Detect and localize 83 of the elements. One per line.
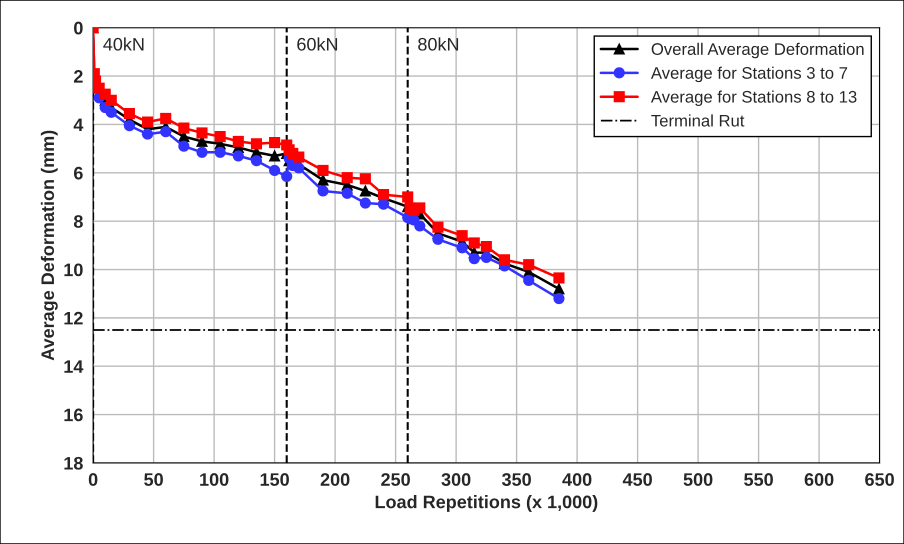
point bbox=[269, 137, 280, 148]
point bbox=[124, 108, 135, 120]
x-tick-label: 200 bbox=[320, 473, 350, 486]
point bbox=[196, 127, 208, 138]
point bbox=[553, 272, 565, 284]
point bbox=[142, 128, 154, 140]
point bbox=[432, 234, 444, 245]
x-tick-label: 150 bbox=[260, 473, 289, 486]
ref-line-label: 60kN bbox=[297, 37, 338, 51]
point bbox=[342, 172, 353, 184]
point bbox=[414, 220, 426, 232]
point bbox=[293, 162, 304, 174]
point bbox=[360, 185, 371, 196]
y-tick-label: 0 bbox=[74, 22, 83, 34]
point bbox=[480, 240, 492, 252]
point bbox=[178, 140, 190, 152]
point bbox=[196, 146, 208, 158]
ref-line-label: 80kN bbox=[418, 37, 458, 51]
x-tick-label: 50 bbox=[144, 473, 163, 486]
x-tick-label: 400 bbox=[562, 473, 592, 486]
point bbox=[250, 155, 262, 166]
point bbox=[480, 252, 492, 263]
point bbox=[378, 198, 390, 210]
y-tick-label: 8 bbox=[74, 215, 83, 228]
point bbox=[414, 202, 426, 214]
x-tick-label: 450 bbox=[622, 473, 652, 486]
legend-label: Terminal Rut bbox=[651, 114, 744, 127]
y-tick-label: 2 bbox=[74, 70, 83, 83]
point bbox=[214, 146, 226, 158]
y-tick-label: 14 bbox=[64, 360, 84, 373]
point bbox=[250, 138, 262, 150]
point bbox=[360, 173, 371, 184]
point bbox=[124, 120, 135, 132]
y-axis-title: Average Deformation (mm) bbox=[40, 130, 58, 360]
point bbox=[456, 230, 468, 242]
point bbox=[498, 254, 510, 266]
point bbox=[317, 185, 329, 196]
point bbox=[293, 152, 304, 163]
point bbox=[360, 197, 371, 209]
point bbox=[281, 170, 292, 182]
point bbox=[523, 259, 534, 270]
point bbox=[523, 274, 534, 286]
y-tick-label: 18 bbox=[64, 456, 83, 470]
x-tick-label: 550 bbox=[744, 473, 773, 486]
x-axis-title: Load Repetitions (x 1,000) bbox=[376, 495, 598, 512]
point bbox=[232, 136, 244, 147]
point bbox=[232, 150, 244, 162]
x-tick-label: 350 bbox=[502, 473, 531, 486]
point bbox=[432, 222, 444, 233]
point bbox=[317, 174, 329, 186]
point bbox=[468, 253, 480, 264]
x-tick-label: 0 bbox=[88, 473, 98, 486]
y-tick-label: 12 bbox=[64, 312, 83, 324]
y-tick-label: 16 bbox=[64, 408, 83, 422]
x-tick-label: 600 bbox=[804, 473, 834, 486]
x-tick-label: 100 bbox=[200, 473, 228, 486]
point bbox=[553, 283, 565, 294]
legend-label: Overall Average Deformation bbox=[652, 42, 864, 58]
x-tick-label: 300 bbox=[441, 473, 470, 486]
point bbox=[160, 126, 172, 138]
x-tick-label: 250 bbox=[381, 473, 410, 486]
point bbox=[106, 106, 117, 118]
point bbox=[456, 242, 468, 254]
point bbox=[214, 130, 226, 142]
point bbox=[178, 122, 190, 134]
y-tick-label: 6 bbox=[74, 166, 83, 180]
point bbox=[317, 164, 329, 176]
legend-label: Average for Stations 3 to 7 bbox=[650, 66, 848, 82]
y-tick-label: 10 bbox=[64, 263, 83, 276]
point bbox=[553, 292, 565, 304]
point bbox=[378, 189, 390, 200]
ref-line-label: 40kN bbox=[103, 37, 144, 51]
point bbox=[160, 112, 172, 124]
point bbox=[342, 188, 353, 199]
point bbox=[269, 164, 280, 176]
legend-label: Average for Stations 8 to 13 bbox=[650, 90, 856, 106]
x-tick-label: 500 bbox=[684, 473, 712, 486]
x-tick-label: 650 bbox=[865, 473, 894, 486]
point bbox=[402, 191, 414, 203]
y-tick-label: 4 bbox=[74, 118, 84, 131]
point bbox=[269, 150, 280, 162]
point bbox=[142, 116, 154, 128]
point bbox=[468, 237, 480, 248]
